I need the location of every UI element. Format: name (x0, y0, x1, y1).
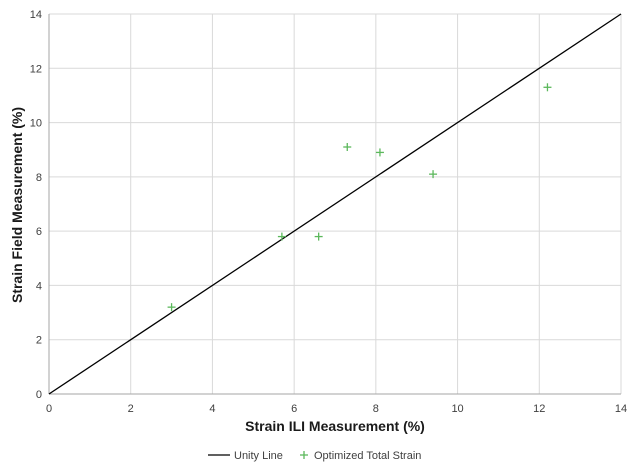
x-tick-label: 6 (291, 403, 297, 415)
y-tick-label: 8 (36, 172, 42, 184)
grid (49, 13, 622, 394)
y-tick-label: 6 (36, 226, 42, 238)
y-tick-label: 4 (36, 280, 42, 292)
y-axis-title: Strain Field Measurement (%) (9, 107, 25, 303)
scatter-point (375, 148, 384, 157)
x-tick-label: 10 (451, 403, 463, 415)
y-tick-label: 2 (36, 335, 42, 347)
legend: Unity Line Optimized Total Strain (208, 450, 421, 462)
x-axis-ticks: 0 2 4 6 8 10 12 14 (46, 403, 627, 415)
x-tick-label: 2 (128, 403, 134, 415)
y-tick-label: 10 (30, 118, 42, 130)
legend-unity-line-label: Unity Line (234, 450, 283, 462)
scatter-point (429, 170, 438, 179)
legend-optimized-total-strain-swatch (300, 451, 308, 459)
scatter-point (167, 303, 176, 312)
x-axis-title: Strain ILI Measurement (%) (245, 418, 425, 434)
x-tick-label: 8 (373, 403, 379, 415)
series-layer (48, 13, 622, 395)
y-tick-label: 12 (30, 63, 42, 75)
y-tick-label: 0 (36, 389, 42, 401)
scatter-point (314, 232, 323, 241)
x-tick-label: 14 (615, 403, 627, 415)
x-tick-label: 12 (533, 403, 545, 415)
legend-optimized-total-strain-label: Optimized Total Strain (314, 450, 421, 462)
x-tick-label: 0 (46, 403, 52, 415)
axes (48, 14, 621, 395)
scatter-point (543, 83, 552, 92)
y-tick-label: 14 (30, 9, 42, 21)
x-tick-label: 4 (209, 403, 215, 415)
y-axis-ticks: 0 2 4 6 8 10 12 14 (30, 9, 42, 401)
scatter-point (343, 143, 352, 151)
unity-line (48, 13, 622, 395)
scatter-point (277, 232, 286, 241)
